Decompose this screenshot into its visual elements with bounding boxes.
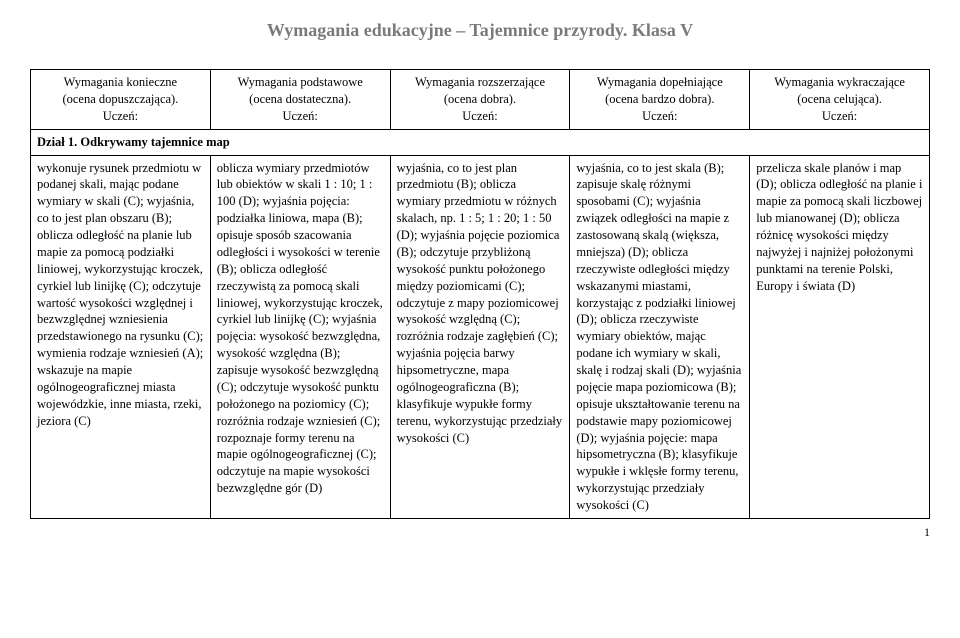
col-header-2-line3: Uczeń: (217, 108, 384, 125)
section-row: Dział 1. Odkrywamy tajemnice map (31, 129, 930, 155)
col-header-4-line1: Wymagania dopełniające (576, 74, 743, 91)
requirements-table: Wymagania konieczne (ocena dopuszczająca… (30, 69, 930, 519)
col-header-5-line2: (ocena celująca). (756, 91, 923, 108)
page-number: 1 (30, 525, 930, 540)
col-header-4-line2: (ocena bardzo dobra). (576, 91, 743, 108)
cell-4: wyjaśnia, co to jest skala (B); zapisuje… (570, 155, 750, 518)
col-header-2: Wymagania podstawowe (ocena dostateczna)… (210, 70, 390, 130)
col-header-1-line1: Wymagania konieczne (37, 74, 204, 91)
col-header-4: Wymagania dopełniające (ocena bardzo dob… (570, 70, 750, 130)
page-title: Wymagania edukacyjne – Tajemnice przyrod… (30, 20, 930, 41)
col-header-1: Wymagania konieczne (ocena dopuszczająca… (31, 70, 211, 130)
col-header-5: Wymagania wykraczające (ocena celująca).… (750, 70, 930, 130)
cell-1: wykonuje rysunek przedmiotu w podanej sk… (31, 155, 211, 518)
col-header-4-line3: Uczeń: (576, 108, 743, 125)
col-header-3-line2: (ocena dobra). (397, 91, 564, 108)
header-row: Wymagania konieczne (ocena dopuszczająca… (31, 70, 930, 130)
col-header-5-line3: Uczeń: (756, 108, 923, 125)
content-row: wykonuje rysunek przedmiotu w podanej sk… (31, 155, 930, 518)
col-header-3-line3: Uczeń: (397, 108, 564, 125)
col-header-3-line1: Wymagania rozszerzające (397, 74, 564, 91)
col-header-2-line1: Wymagania podstawowe (217, 74, 384, 91)
col-header-1-line2: (ocena dopuszczająca). (37, 91, 204, 108)
col-header-5-line1: Wymagania wykraczające (756, 74, 923, 91)
section-label: Dział 1. Odkrywamy tajemnice map (37, 135, 230, 149)
cell-2: oblicza wymiary przedmiotów lub obiektów… (210, 155, 390, 518)
col-header-2-line2: (ocena dostateczna). (217, 91, 384, 108)
cell-3: wyjaśnia, co to jest plan przedmiotu (B)… (390, 155, 570, 518)
section-cell: Dział 1. Odkrywamy tajemnice map (31, 129, 930, 155)
cell-5: przelicza skale planów i map (D); oblicz… (750, 155, 930, 518)
col-header-1-line3: Uczeń: (37, 108, 204, 125)
col-header-3: Wymagania rozszerzające (ocena dobra). U… (390, 70, 570, 130)
